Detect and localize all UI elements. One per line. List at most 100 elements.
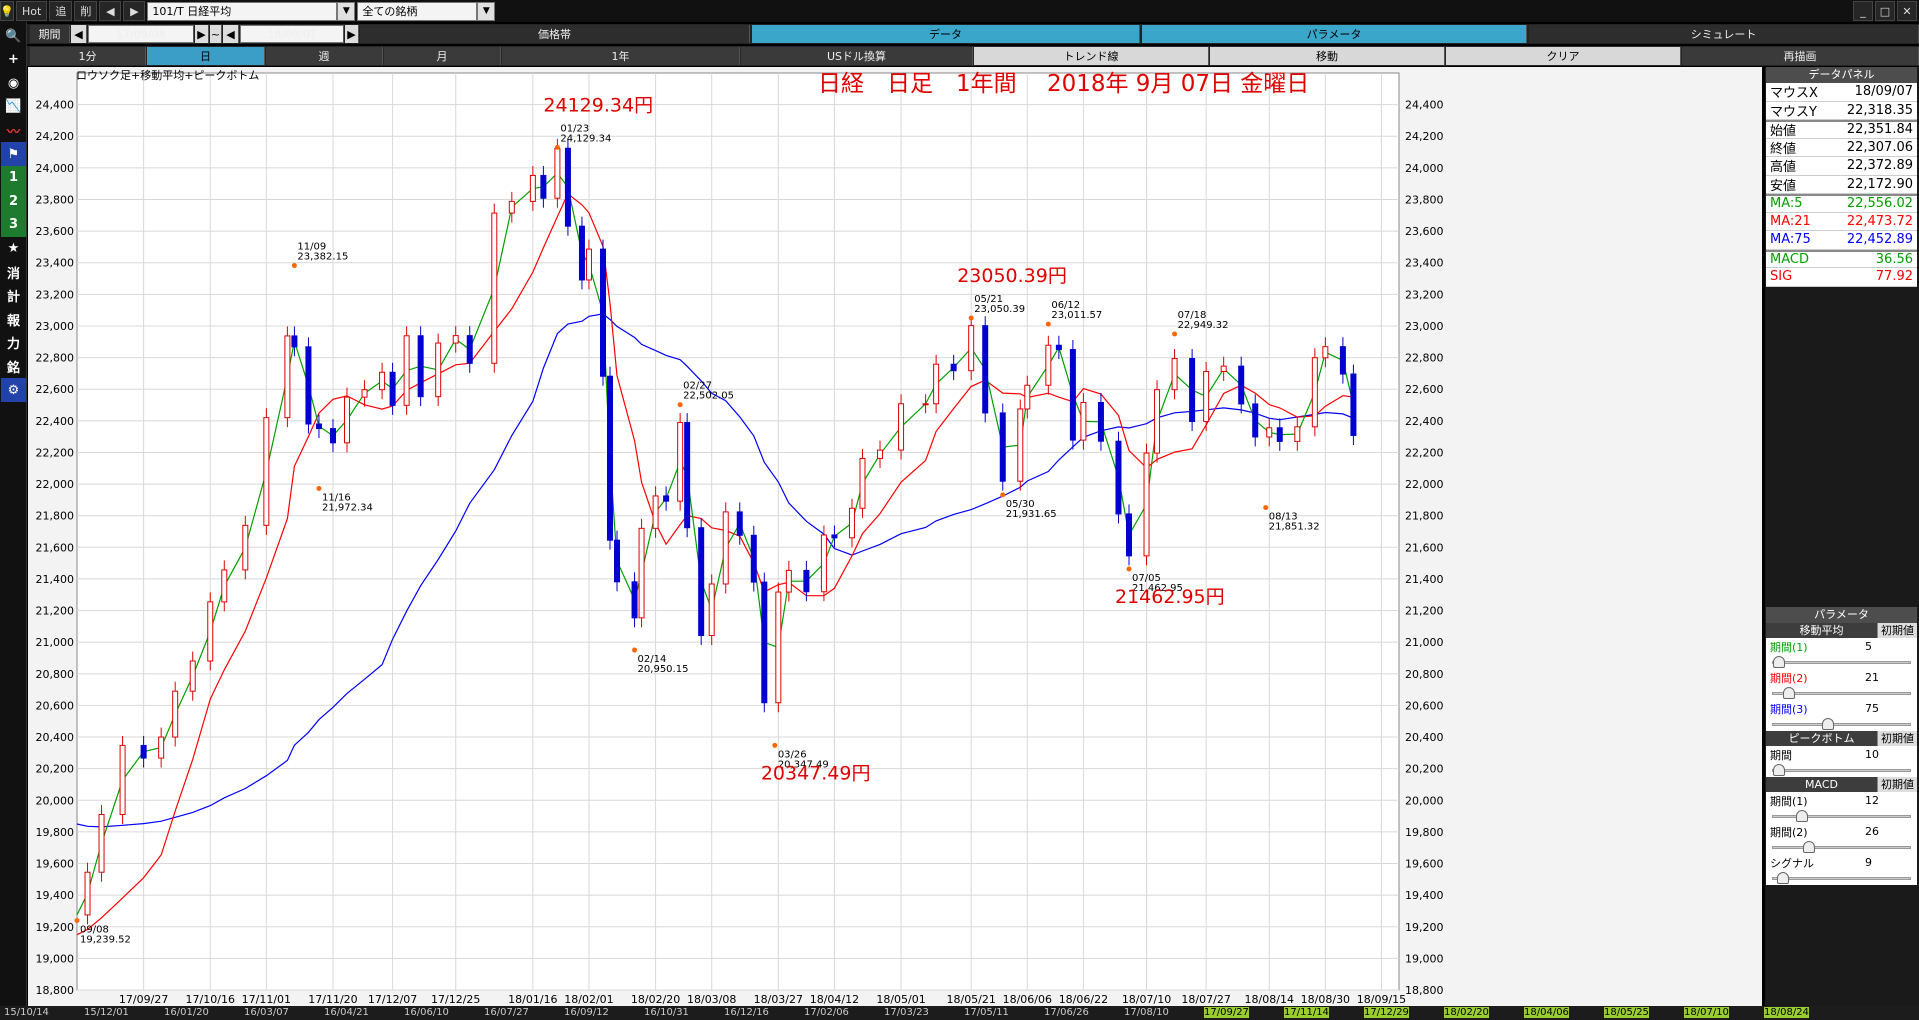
tool-3[interactable]: 3	[1, 212, 26, 237]
param-section-header: 移動平均 初期値	[1766, 623, 1917, 638]
param-slider[interactable]	[1770, 809, 1913, 823]
param-label: 期間(1)	[1770, 640, 1808, 654]
universe-select[interactable]: 全ての銘柄	[357, 1, 478, 21]
tool-2[interactable]: 2	[1, 189, 26, 214]
range-month-button[interactable]: 月	[384, 47, 501, 65]
data-row-label: 安値	[1770, 178, 1797, 194]
y-tick-label-right: 22,600	[1405, 383, 1444, 396]
lightbulb-icon[interactable]: 💡	[0, 1, 14, 21]
close-icon[interactable]: ✕	[1897, 1, 1917, 21]
tool-銘[interactable]: 銘	[6, 360, 20, 376]
tool-1[interactable]: 1	[1, 165, 26, 190]
tab-data[interactable]: データ	[752, 25, 1140, 43]
x-tick-label: 18/03/27	[754, 993, 803, 1006]
reset-button[interactable]: 初期値	[1877, 731, 1917, 746]
hot-button[interactable]: Hot	[16, 1, 48, 21]
chevron-down-icon[interactable]: ▼	[477, 1, 496, 21]
param-slider[interactable]	[1770, 871, 1913, 885]
minimize-icon[interactable]: _	[1853, 1, 1873, 21]
star-icon[interactable]: ★	[7, 240, 20, 256]
param-value[interactable]: 26	[1865, 825, 1879, 838]
slider-thumb[interactable]	[1772, 764, 1785, 776]
add-button[interactable]: 追	[49, 1, 73, 21]
line-chart-icon[interactable]: 〰	[6, 124, 20, 140]
overview-date-label: 16/01/20	[164, 1007, 209, 1018]
y-tick-label-right: 23,400	[1405, 257, 1444, 270]
y-tick-label: 19,800	[36, 826, 75, 839]
tool-力[interactable]: 力	[6, 337, 20, 353]
slider-thumb[interactable]	[1796, 810, 1808, 822]
param-value[interactable]: 21	[1865, 671, 1879, 684]
slider-thumb[interactable]	[1783, 687, 1795, 699]
tab-price-band[interactable]: 価格帯	[360, 25, 750, 43]
redraw-button[interactable]: 再描画	[1682, 47, 1919, 65]
overview-date-label: 16/10/31	[644, 1007, 689, 1018]
param-slider[interactable]	[1770, 655, 1913, 669]
prev-end-icon[interactable]: ◀	[223, 25, 239, 43]
usd-convert-button[interactable]: USドル換算	[741, 47, 973, 65]
tool-計[interactable]: 計	[6, 290, 20, 306]
y-tick-label-right: 23,600	[1405, 225, 1444, 238]
tool-報[interactable]: 報	[6, 313, 20, 329]
next-symbol-icon[interactable]: ▶	[123, 1, 146, 21]
symbol-select[interactable]: 101/T 日経平均	[147, 1, 338, 21]
clear-button[interactable]: クリア	[1446, 47, 1681, 65]
reset-button[interactable]: 初期値	[1877, 623, 1917, 638]
candlestick-chart[interactable]: 18,800 19,000 19,200 19,400 19,600 19,800 20,0…	[28, 67, 1762, 1006]
slider-thumb[interactable]	[1776, 872, 1789, 884]
plus-icon[interactable]: +	[8, 52, 19, 68]
y-tick-label-right: 19,200	[1405, 921, 1444, 934]
param-slider[interactable]	[1770, 717, 1913, 731]
peak-bottom-value: 19,239.52	[80, 935, 131, 946]
param-slider[interactable]	[1770, 763, 1913, 777]
prev-symbol-icon[interactable]: ◀	[99, 1, 122, 21]
param-value[interactable]: 12	[1865, 794, 1879, 807]
candle	[1125, 513, 1132, 557]
candle	[263, 417, 270, 526]
end-date-input[interactable]: 18/09/07	[240, 25, 344, 43]
delete-button[interactable]: 削	[74, 1, 98, 21]
range-1min-button[interactable]: 1分	[30, 47, 146, 65]
start-date-input[interactable]: 17/09/08	[88, 25, 194, 43]
data-panel-title: データパネル	[1766, 67, 1917, 83]
reset-button[interactable]: 初期値	[1877, 777, 1917, 792]
param-value[interactable]: 5	[1865, 640, 1872, 653]
param-slider[interactable]	[1770, 686, 1913, 700]
y-tick-label: 22,400	[36, 415, 75, 428]
maximize-icon[interactable]: □	[1875, 1, 1895, 21]
tab-simulate[interactable]: シミュレート	[1529, 25, 1919, 43]
slider-thumb[interactable]	[1802, 841, 1815, 853]
chart-icon[interactable]: 📉	[5, 99, 22, 115]
candle	[785, 569, 792, 593]
tab-parameters[interactable]: パラメータ	[1142, 25, 1527, 43]
param-value[interactable]: 75	[1865, 702, 1879, 715]
prev-start-icon[interactable]: ◀	[71, 25, 87, 43]
slider-thumb[interactable]	[1822, 718, 1834, 730]
next-start-icon[interactable]: ▶	[195, 25, 209, 43]
next-end-icon[interactable]: ▶	[345, 25, 359, 43]
param-value[interactable]: 10	[1865, 748, 1879, 761]
range-1year-button[interactable]: 1年	[502, 47, 740, 65]
param-value[interactable]: 9	[1865, 856, 1872, 869]
chart-area[interactable]: 18,800 19,000 19,200 19,400 19,600 19,800 20,0…	[28, 67, 1762, 1017]
param-row: 期間 10	[1766, 746, 1917, 763]
data-row-label: MA:5	[1770, 196, 1803, 212]
slider-thumb[interactable]	[1772, 656, 1785, 668]
param-slider[interactable]	[1770, 840, 1913, 854]
range-week-button[interactable]: 週	[266, 47, 383, 65]
range-day-button[interactable]: 日	[147, 47, 265, 65]
flag-icon[interactable]: ⚑	[1, 142, 26, 166]
search-icon[interactable]: 🔍	[5, 28, 22, 44]
tool-消[interactable]: 消	[6, 266, 20, 282]
y-tick-label: 20,400	[36, 731, 75, 744]
chevron-down-icon[interactable]: ▼	[337, 1, 356, 21]
move-button[interactable]: 移動	[1210, 47, 1445, 65]
gear-icon[interactable]: ⚙	[1, 378, 26, 402]
camera-icon[interactable]: ◉	[7, 75, 20, 91]
trendline-button[interactable]: トレンド線	[974, 47, 1209, 65]
overview-date-axis[interactable]: 15/10/14 15/12/01 16/01/20 16/03/07 16/04/21…	[0, 1006, 1919, 1020]
param-row: 期間(1) 12	[1766, 792, 1917, 809]
y-tick-label: 20,000	[36, 794, 75, 807]
y-tick-label: 21,800	[36, 510, 75, 523]
